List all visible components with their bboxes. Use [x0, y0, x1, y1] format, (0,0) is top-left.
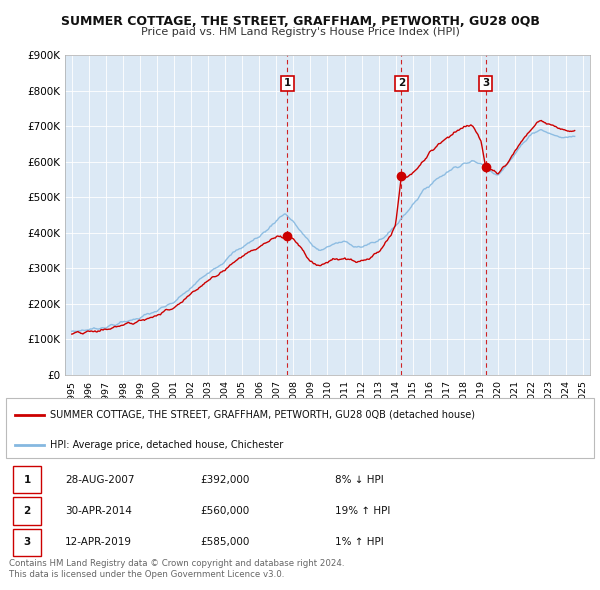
Text: 2: 2	[398, 78, 405, 88]
Text: 8% ↓ HPI: 8% ↓ HPI	[335, 474, 384, 484]
Text: £585,000: £585,000	[200, 537, 250, 548]
Text: £560,000: £560,000	[200, 506, 249, 516]
Text: 1% ↑ HPI: 1% ↑ HPI	[335, 537, 384, 548]
Text: SUMMER COTTAGE, THE STREET, GRAFFHAM, PETWORTH, GU28 0QB (detached house): SUMMER COTTAGE, THE STREET, GRAFFHAM, PE…	[50, 410, 475, 420]
Text: 19% ↑ HPI: 19% ↑ HPI	[335, 506, 391, 516]
Text: 12-APR-2019: 12-APR-2019	[65, 537, 132, 548]
Text: 3: 3	[23, 537, 31, 548]
Text: 2: 2	[23, 506, 31, 516]
Text: SUMMER COTTAGE, THE STREET, GRAFFHAM, PETWORTH, GU28 0QB: SUMMER COTTAGE, THE STREET, GRAFFHAM, PE…	[61, 15, 539, 28]
Text: 1: 1	[23, 474, 31, 484]
Text: HPI: Average price, detached house, Chichester: HPI: Average price, detached house, Chic…	[50, 440, 283, 450]
Text: 30-APR-2014: 30-APR-2014	[65, 506, 131, 516]
Text: 1: 1	[284, 78, 291, 88]
Bar	[13, 466, 41, 493]
Bar	[13, 497, 41, 525]
Text: 28-AUG-2007: 28-AUG-2007	[65, 474, 134, 484]
Text: This data is licensed under the Open Government Licence v3.0.: This data is licensed under the Open Gov…	[9, 570, 284, 579]
Text: 3: 3	[482, 78, 489, 88]
Bar	[13, 529, 41, 556]
Text: Price paid vs. HM Land Registry's House Price Index (HPI): Price paid vs. HM Land Registry's House …	[140, 27, 460, 37]
Text: Contains HM Land Registry data © Crown copyright and database right 2024.: Contains HM Land Registry data © Crown c…	[9, 559, 344, 568]
Text: £392,000: £392,000	[200, 474, 250, 484]
